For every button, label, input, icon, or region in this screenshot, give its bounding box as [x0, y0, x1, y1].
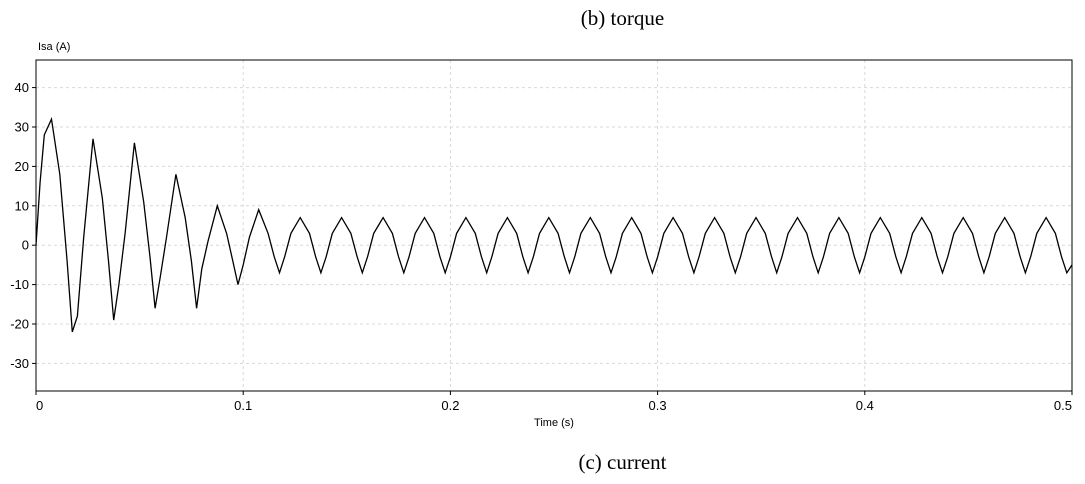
- series-line-isa: [35, 116, 1073, 333]
- figure-caption-bottom: (c) current: [578, 450, 667, 474]
- x-tick-label: 0.3: [649, 398, 667, 413]
- x-tick-label: 0.2: [441, 398, 459, 413]
- figure-caption-top: (b) torque: [580, 6, 665, 30]
- plot-frame: [35, 59, 1073, 392]
- y-tick-label: 40: [15, 80, 29, 95]
- y-axis-title: Isa (A): [38, 41, 70, 53]
- y-tick-label: -30: [10, 356, 29, 371]
- y-tick-label: -10: [10, 277, 29, 292]
- x-axis-ticks: 0 0.1 0.2 0.3 0.4 0.5: [35, 391, 1073, 413]
- x-tick-label: 0.4: [856, 398, 874, 413]
- y-tick-label: 30: [15, 119, 29, 134]
- y-tick-label: 0: [22, 238, 29, 253]
- x-tick-label: 0: [36, 398, 43, 413]
- x-axis-title: Time (s): [534, 417, 574, 429]
- x-tick-label: 0.5: [1054, 398, 1072, 413]
- y-tick-label: -20: [10, 317, 29, 332]
- grid-layer: [36, 60, 1072, 391]
- y-tick-label: 20: [15, 159, 29, 174]
- y-tick-label: 10: [15, 198, 29, 213]
- x-tick-label: 0.1: [234, 398, 252, 413]
- y-axis-ticks: 40 30 20 10 0 -10 -20 -30: [10, 80, 36, 371]
